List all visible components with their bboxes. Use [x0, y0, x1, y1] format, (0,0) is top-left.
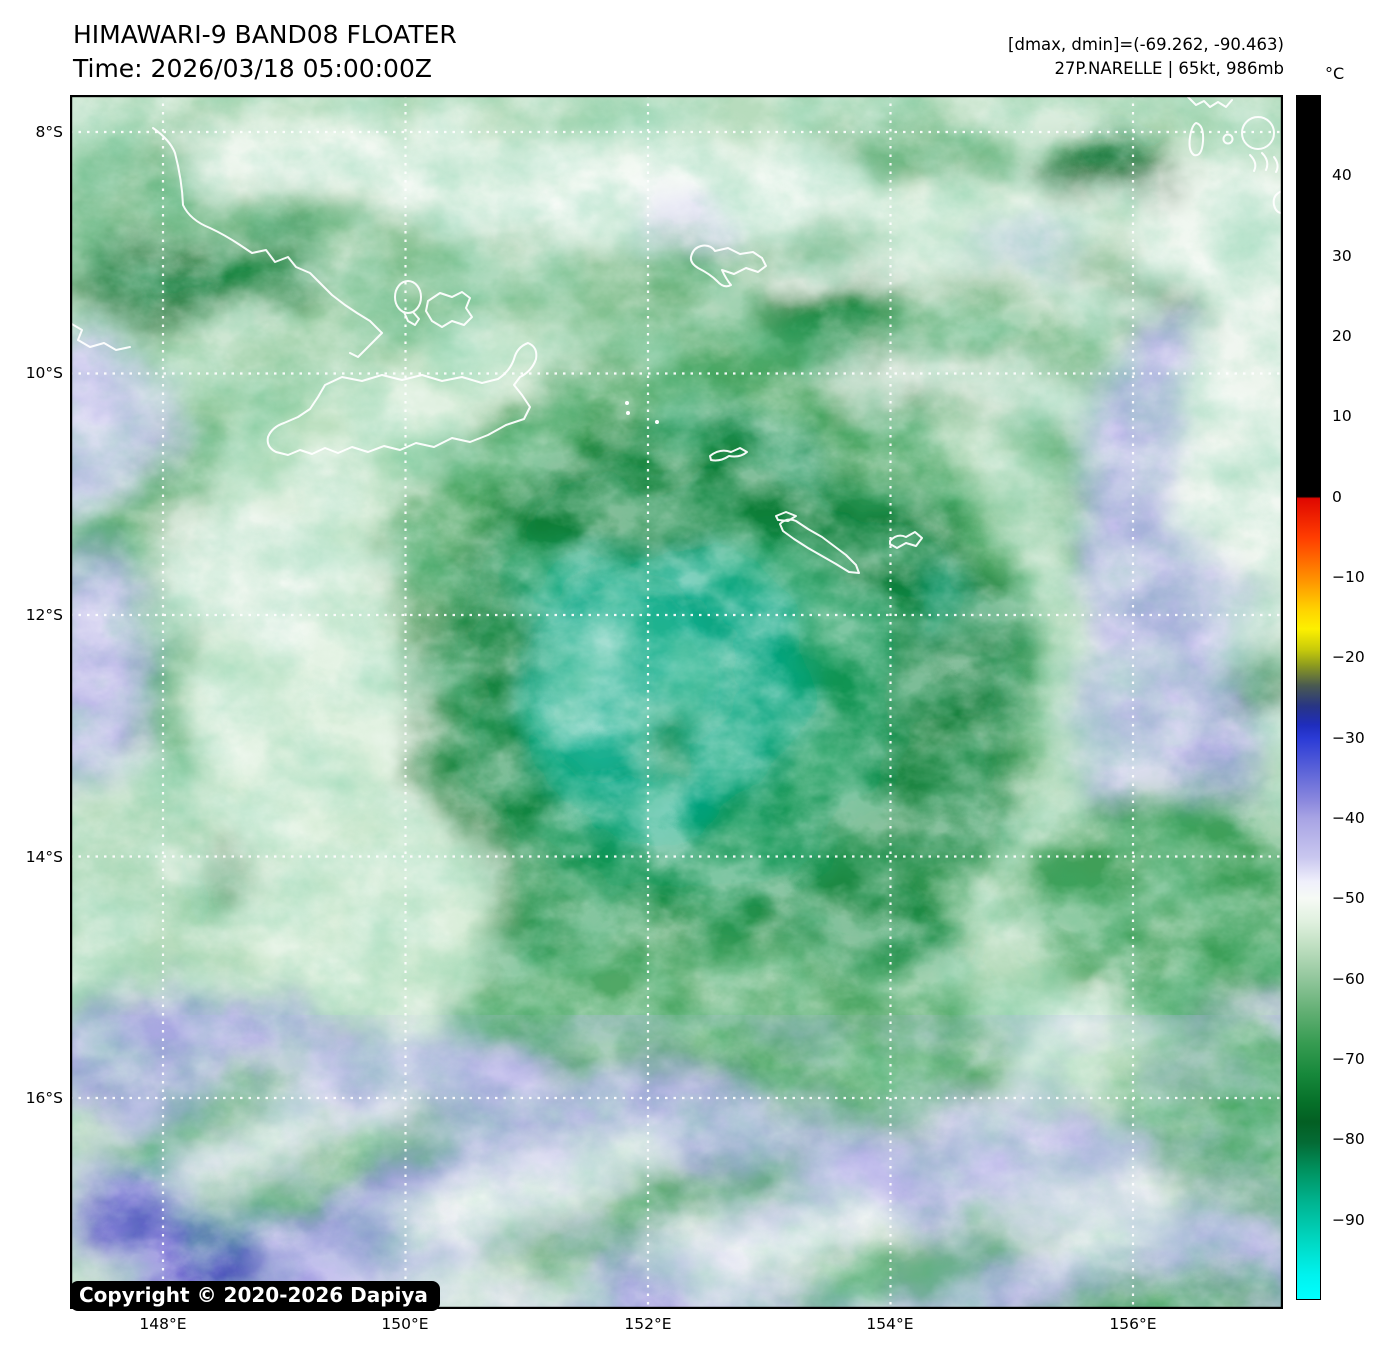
storm-info-label: 27P.NARELLE | 65kt, 986mb — [1054, 59, 1284, 78]
colorbar-tick-label: −20 — [1332, 648, 1365, 666]
coastline-ne-top-blob — [1187, 96, 1233, 108]
colorbar-unit-label: °C — [1325, 64, 1345, 83]
coastline-ne-squiggle-3 — [1273, 156, 1279, 173]
coastline-small-island-east — [889, 531, 923, 549]
colorbar-tick-label: −70 — [1332, 1050, 1365, 1068]
lat-tick-label: 16°S — [25, 1089, 63, 1107]
lon-tick-label: 154°E — [866, 1315, 914, 1333]
header-block: HIMAWARI-9 BAND08 FLOATER Time: 2026/03/… — [73, 18, 457, 86]
satellite-image — [70, 95, 1283, 1309]
colorbar-tick-label: −10 — [1332, 568, 1365, 586]
colorbar-tick-label: −60 — [1332, 970, 1365, 988]
map-frame — [70, 95, 1283, 1309]
colorbar-tick-label: −40 — [1332, 809, 1365, 827]
range-info-label: [dmax, dmin]=(-69.262, -90.463) — [1008, 35, 1284, 54]
time-label: Time: 2026/03/18 05:00:00Z — [73, 54, 432, 83]
lat-tick-label: 12°S — [25, 606, 63, 624]
colorbar-tick-label: 40 — [1332, 166, 1352, 184]
coastline-ne-squiggle-1 — [1249, 154, 1257, 172]
colorbar-tick-label: 10 — [1332, 407, 1352, 425]
storm-info-block: [dmax, dmin]=(-69.262, -90.463) 27P.NARE… — [1008, 33, 1284, 81]
colorbar-tick-label: −80 — [1332, 1130, 1365, 1148]
coastline-ne-round-island — [1241, 116, 1275, 150]
tiny-islet-dots — [625, 401, 659, 424]
graticule-gridlines — [70, 95, 1283, 1309]
colorbar-tick-label: −90 — [1332, 1211, 1365, 1229]
coastline-left-fragment — [70, 322, 131, 351]
lon-tick-label: 150°E — [381, 1315, 429, 1333]
colorbar-tick-label: 0 — [1332, 488, 1342, 506]
coastline-long-island-sliver — [775, 511, 797, 522]
satellite-map — [70, 95, 1283, 1309]
lon-tick-label: 156°E — [1109, 1315, 1157, 1333]
lon-tick-label: 148°E — [139, 1315, 187, 1333]
coastline-round-island-tail — [403, 311, 420, 326]
coastline-new-britain — [266, 342, 538, 456]
coastline-sliver-island — [709, 447, 748, 462]
colorbar-tick-label: 30 — [1332, 247, 1352, 265]
lat-tick-label: 10°S — [25, 364, 63, 382]
colorbar-tick-label: −30 — [1332, 729, 1365, 747]
coastline-ne-dot — [1222, 133, 1234, 145]
colorbar-tick-label: 20 — [1332, 327, 1352, 345]
coastline-edge-arc — [1272, 190, 1283, 214]
coastline-island-north — [689, 244, 767, 288]
coastline-mainland — [152, 127, 383, 358]
coastline-island-ne — [425, 291, 473, 328]
cloud-grain-purple — [70, 1015, 1283, 1309]
coastline-ne-squiggle-2 — [1261, 152, 1269, 171]
copyright-badge: Copyright © 2020-2026 Dapiya — [70, 1281, 440, 1311]
page-title: HIMAWARI-9 BAND08 FLOATER — [73, 20, 457, 49]
lat-tick-label: 8°S — [35, 123, 63, 141]
coastlines — [70, 96, 1283, 574]
colorbar-tick-label: −50 — [1332, 889, 1365, 907]
lon-tick-label: 152°E — [624, 1315, 672, 1333]
colorbar-gradient — [1296, 95, 1321, 1300]
coastline-round-island — [394, 280, 422, 314]
lat-tick-label: 14°S — [25, 848, 63, 866]
